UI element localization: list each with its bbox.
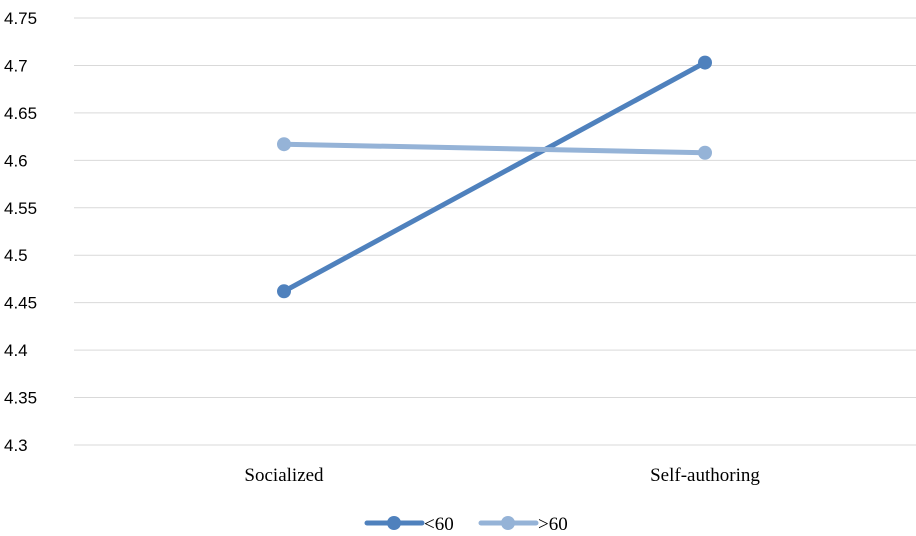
x-category-label: Self-authoring bbox=[650, 465, 760, 486]
x-axis-category-labels: Socialized Self-authoring bbox=[244, 465, 760, 486]
legend-item: >60 bbox=[478, 514, 568, 535]
y-axis-tick-labels: 4.3 4.35 4.4 4.45 4.5 4.55 4.6 4.65 4.7 4.75 bbox=[4, 9, 37, 455]
legend-item: <60 bbox=[364, 514, 454, 535]
series-line bbox=[281, 60, 708, 294]
grid-layer bbox=[74, 17, 916, 446]
y-tick-label: 4.55 bbox=[4, 199, 37, 218]
series-1 bbox=[277, 55, 712, 299]
y-tick-label: 4.5 bbox=[4, 246, 28, 265]
series-layer bbox=[277, 55, 712, 299]
data-point bbox=[698, 55, 712, 70]
series-2 bbox=[277, 137, 712, 160]
legend: <60 >60 bbox=[364, 514, 568, 535]
y-tick-label: 4.7 bbox=[4, 56, 28, 75]
legend-label: <60 bbox=[424, 514, 454, 535]
series-line bbox=[281, 141, 708, 156]
y-tick-label: 4.75 bbox=[4, 9, 37, 28]
y-tick-label: 4.3 bbox=[4, 436, 28, 455]
x-category-label: Socialized bbox=[244, 465, 324, 486]
legend-marker bbox=[387, 516, 401, 530]
y-tick-label: 4.45 bbox=[4, 294, 37, 313]
y-tick-label: 4.65 bbox=[4, 104, 37, 123]
data-point bbox=[698, 145, 712, 160]
y-tick-label: 4.4 bbox=[4, 341, 28, 360]
data-point bbox=[277, 137, 291, 152]
y-tick-label: 4.6 bbox=[4, 151, 28, 170]
legend-label: >60 bbox=[538, 514, 568, 535]
data-point bbox=[277, 284, 291, 299]
y-tick-label: 4.35 bbox=[4, 389, 37, 408]
legend-marker bbox=[501, 516, 515, 530]
